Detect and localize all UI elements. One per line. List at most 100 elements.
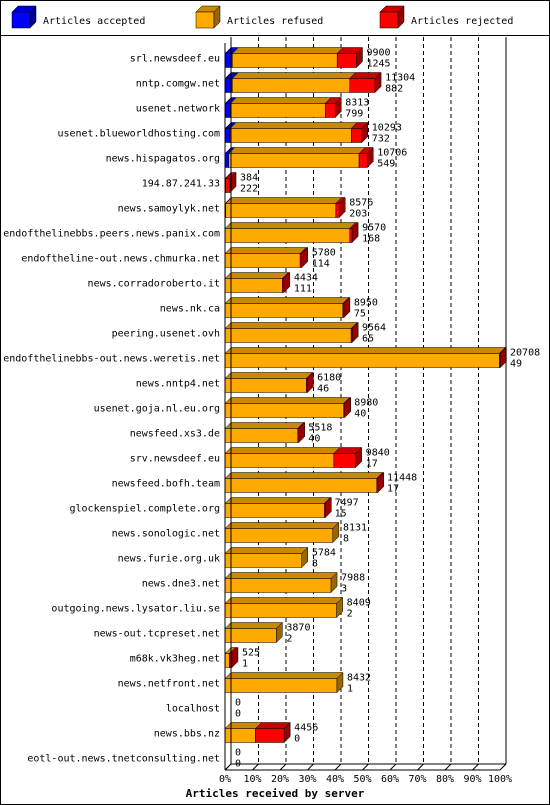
rejected-bar-side [355, 446, 362, 469]
refused-bar-front [224, 503, 325, 518]
refused-bar [224, 396, 351, 419]
x-tick-mark [252, 763, 259, 771]
refused-bar-front [224, 678, 338, 693]
y-tick-label: news.netfront.net [118, 679, 220, 690]
rejected-bar [350, 121, 369, 144]
rejected-bar [343, 396, 352, 419]
rejected-bar-side [283, 721, 291, 744]
refused-bar [224, 446, 341, 469]
rejected-bar [376, 471, 385, 494]
y-tick-label: eotl-out.news.tnetconsulting.net [27, 754, 220, 765]
rejected-bar-front [349, 228, 353, 243]
total-label: 9564 [362, 323, 386, 334]
bar-row [224, 146, 374, 169]
legend-swatch [379, 5, 405, 29]
rejected-bar-side [325, 496, 332, 519]
x-tick-label: 80% [436, 774, 454, 785]
x-tick-mark [362, 763, 369, 771]
total-label: 7988 [341, 573, 365, 584]
y-tick-label: news-out.tcpreset.net [94, 629, 220, 640]
bar-row [224, 46, 364, 69]
x-tick-label: 90% [463, 774, 481, 785]
refused-bar-side [330, 571, 338, 594]
x-tick-mark [389, 763, 397, 771]
rejected-label: 17 [387, 484, 399, 495]
bar-row [224, 321, 359, 344]
rejected-bar-front [325, 103, 336, 118]
bar-row [224, 271, 291, 294]
y-tick-label: glockenspiel.complete.org [69, 504, 220, 515]
x-tick-label: 70% [408, 774, 426, 785]
refused-bar-front [224, 578, 332, 593]
refused-bar-front [232, 78, 351, 93]
total-label: 8131 [343, 523, 367, 534]
rejected-bar [297, 421, 306, 444]
refused-bar-front [225, 203, 337, 218]
refused-bar [229, 121, 358, 144]
bar-row [224, 471, 385, 494]
refused-bar [224, 221, 357, 244]
x-tick-label: 50% [353, 774, 371, 785]
rejected-bar [350, 321, 359, 344]
rejected-label: 882 [385, 84, 403, 95]
total-label: 3870 [286, 623, 310, 634]
refused-bar-top [229, 122, 358, 129]
x-tick-label: 40% [326, 774, 344, 785]
rejected-bar-side [301, 246, 309, 269]
legend-swatch-front [195, 11, 215, 29]
total-label: 8950 [354, 298, 378, 309]
x-tick-label: 100% [488, 774, 512, 785]
rejected-bar-side [283, 271, 291, 294]
y-tick-label: localhost [166, 704, 220, 715]
rejected-bar-side [377, 471, 385, 494]
rejected-bar [299, 246, 309, 269]
bar-row [224, 571, 338, 594]
y-tick-label: srv.newsdeef.eu [130, 454, 220, 465]
rejected-label: 111 [294, 284, 312, 295]
rejected-label: 1245 [366, 59, 390, 70]
refused-bar-top [224, 672, 344, 679]
bar-row [224, 221, 359, 244]
bar-row [224, 96, 342, 119]
refused-bar [224, 546, 309, 569]
bar-row [224, 496, 332, 519]
refused-bar-front [232, 53, 338, 68]
refused-bar-side [336, 596, 343, 619]
accepted-bar-front [224, 103, 231, 118]
x-tick-mark [417, 763, 424, 771]
y-tick-label: endofthelinebbs.peers.news.panix.com [3, 229, 220, 240]
accepted-bar-front [224, 128, 231, 143]
rejected-label: 3 [341, 584, 347, 595]
refused-bar-front [224, 378, 307, 393]
rejected-bar [281, 271, 291, 294]
rejected-label: 0 [294, 734, 300, 745]
refused-bar-front [224, 603, 337, 618]
rejected-label: 203 [349, 209, 367, 220]
refused-bar-top [229, 97, 332, 104]
refused-bar [224, 321, 358, 344]
rejected-label: 114 [312, 259, 330, 270]
rejected-bar [254, 721, 291, 744]
bar-row [224, 671, 344, 694]
refused-bar-top [228, 147, 366, 154]
rejected-label: 75 [354, 309, 366, 320]
total-label: 8313 [345, 98, 369, 109]
refused-bar-front [224, 453, 335, 468]
bar-row [224, 121, 369, 144]
refused-bar-front [224, 553, 303, 568]
legend-swatch [11, 5, 37, 29]
total-label: 7497 [335, 498, 359, 509]
refused-bar-top [224, 597, 344, 604]
total-label: 4456 [294, 723, 318, 734]
refused-bar-top [224, 497, 331, 504]
total-label: 11304 [385, 73, 415, 84]
x-tick-mark [279, 763, 287, 771]
value-labels: 9900124511304882831379910293732107065493… [235, 48, 540, 770]
rejected-label: 0 [235, 709, 241, 720]
refused-bar-side [336, 671, 344, 694]
rejected-bar [324, 96, 342, 119]
refused-bar-top [224, 397, 351, 404]
rejected-bar-front [335, 203, 340, 218]
rejected-bar-side [343, 296, 351, 319]
